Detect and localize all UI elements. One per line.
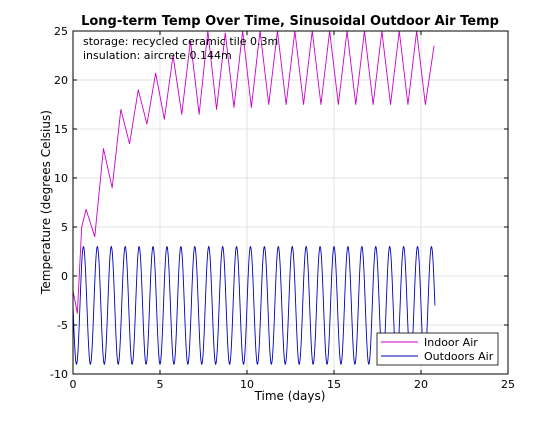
y-tick-label: 15 [54,123,68,136]
y-axis-label: Temperature (degrees Celsius) [39,110,53,295]
y-tick-label: -10 [50,368,68,381]
legend: Indoor Air Outdoors Air [376,332,499,366]
y-tick-label: 10 [54,172,68,185]
y-tick-label: 20 [54,74,68,87]
legend-box [376,332,499,366]
y-tick-label: 5 [61,221,68,234]
x-tick-label: 10 [240,378,254,391]
y-tick-label: 25 [54,25,68,38]
x-tick-label: 5 [157,378,164,391]
x-tick-label: 20 [414,378,428,391]
legend-label-outdoor: Outdoors Air [424,350,494,363]
x-tick-label: 25 [501,378,515,391]
y-tick-label: -5 [57,319,68,332]
legend-label-indoor: Indoor Air [424,336,478,349]
y-tick-label: 0 [61,270,68,283]
x-axis-label: Time (days) [254,389,326,403]
annotation-insulation: insulation: aircrete 0.144m [83,49,232,62]
series-layer [72,30,436,366]
tick-layer: 0 5 10 15 20 25 -10 -5 0 5 10 15 20 25 [50,25,515,391]
annotation-storage: storage: recycled ceramic tile 0.3m [83,35,278,48]
x-tick-label: 0 [70,378,77,391]
series-line-indoor [72,30,435,314]
plot-frame [72,30,509,375]
x-tick-label: 15 [327,378,341,391]
series-line-outdoor [72,245,436,366]
chart-title: Long-term Temp Over Time, Sinusoidal Out… [81,14,499,29]
